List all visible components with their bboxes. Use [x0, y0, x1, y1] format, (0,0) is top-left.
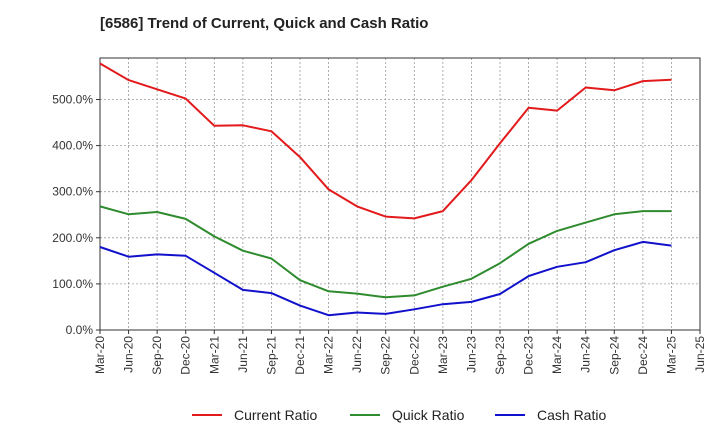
- x-tick-label: Mar-21: [207, 336, 221, 374]
- x-tick-label: Dec-20: [179, 336, 193, 375]
- x-tick-label: Sep-24: [607, 336, 621, 375]
- x-tick-label: Sep-22: [379, 336, 393, 375]
- x-tick-label: Mar-22: [322, 336, 336, 374]
- tick-labels: 0.0% 100.0% 200.0% 300.0% 400.0% 500.0% Mar-20…: [52, 92, 707, 374]
- plot-frame: [99, 57, 701, 331]
- x-tick-label: Mar-23: [436, 336, 450, 374]
- chart-title: [6586] Trend of Current, Quick and Cash …: [100, 15, 428, 32]
- x-tick-label: Dec-21: [293, 336, 307, 375]
- x-tick-label: Jun-24: [579, 336, 593, 373]
- legend-label-current-ratio: Current Ratio: [234, 407, 317, 423]
- legend-label-quick-ratio: Quick Ratio: [392, 407, 465, 423]
- y-tick-label: 500.0%: [52, 92, 93, 106]
- quick-ratio-line: [99, 205, 672, 299]
- x-tick-label: Mar-20: [93, 336, 107, 374]
- legend-label-cash-ratio: Cash Ratio: [537, 407, 606, 423]
- x-tick-label: Jun-20: [122, 336, 136, 373]
- x-tick-label: Sep-20: [150, 336, 164, 375]
- axes: [96, 57, 701, 334]
- x-tick-label: Dec-22: [407, 336, 421, 375]
- cash-ratio-line: [99, 240, 672, 317]
- x-tick-label: Jun-21: [236, 336, 250, 373]
- x-tick-label: Sep-23: [493, 336, 507, 375]
- y-tick-label: 400.0%: [52, 139, 93, 153]
- legend: Current Ratio Quick Ratio Cash Ratio: [192, 407, 606, 423]
- grid: [99, 58, 701, 331]
- x-tick-label: Dec-24: [636, 336, 650, 375]
- y-tick-label: 300.0%: [52, 185, 93, 199]
- x-tick-label: Mar-25: [664, 336, 678, 374]
- x-tick-label: Jun-23: [464, 336, 478, 373]
- x-tick-label: Dec-23: [522, 336, 536, 375]
- y-tick-label: 0.0%: [66, 323, 94, 337]
- series-lines: [99, 62, 672, 317]
- x-tick-label: Jun-25: [693, 336, 707, 373]
- y-tick-label: 200.0%: [52, 231, 93, 245]
- x-tick-label: Jun-22: [350, 336, 364, 373]
- x-tick-label: Sep-21: [264, 336, 278, 375]
- current-ratio-line: [99, 62, 672, 220]
- x-tick-label: Mar-24: [550, 336, 564, 374]
- y-tick-label: 100.0%: [52, 277, 93, 291]
